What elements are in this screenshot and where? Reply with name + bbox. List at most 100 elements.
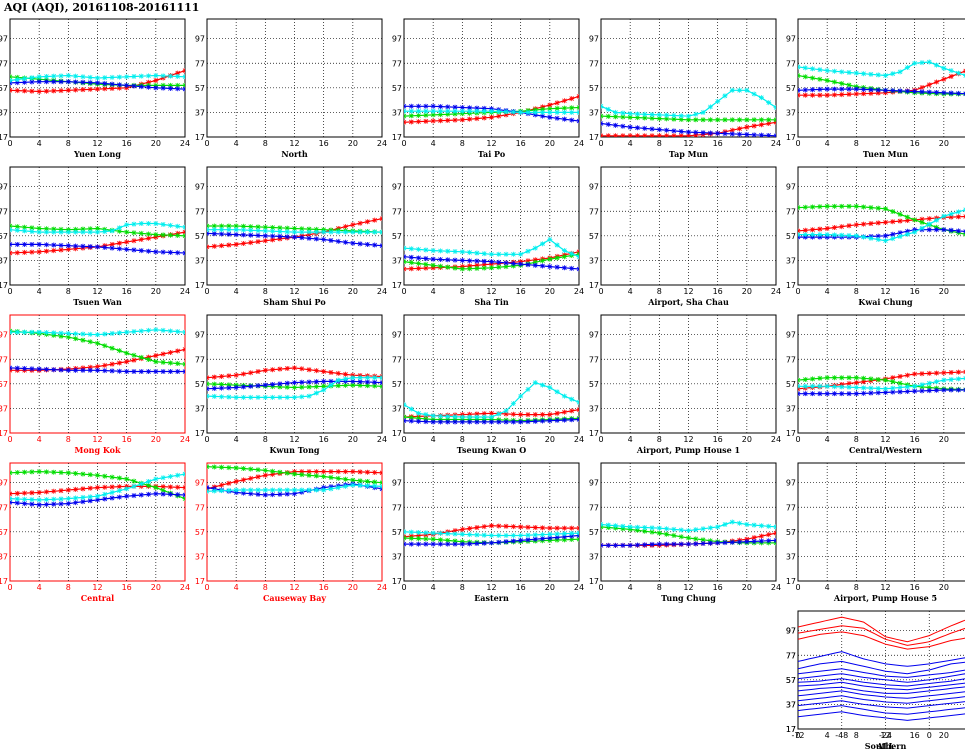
series-point-red	[620, 133, 626, 137]
x-tick-label: 24	[377, 583, 387, 592]
series-point-green	[80, 471, 86, 477]
series-group	[601, 87, 776, 137]
series-point-blue	[503, 539, 509, 545]
series-point-green	[802, 74, 808, 80]
series-point-cyan	[167, 474, 173, 480]
series-point-red	[904, 372, 910, 378]
series-point-blue	[810, 391, 816, 397]
series-point-blue	[153, 369, 159, 375]
series-point-green	[306, 226, 312, 232]
series-point-blue	[715, 130, 721, 136]
series-point-cyan	[437, 108, 443, 114]
series-point-cyan	[36, 329, 42, 335]
series-point-cyan	[817, 67, 823, 73]
x-tick-label: 4	[234, 435, 239, 444]
series-point-red	[73, 87, 79, 93]
series-point-red	[175, 348, 181, 354]
series-point-green	[207, 464, 210, 470]
series-point-blue	[751, 538, 757, 544]
series-point-cyan	[416, 529, 422, 535]
series-point-blue	[547, 535, 553, 541]
panel-frame	[797, 314, 965, 434]
series-point-blue	[561, 417, 567, 423]
series-point-green	[14, 224, 20, 230]
series-point-cyan	[211, 227, 217, 233]
series-point-cyan	[43, 229, 49, 235]
series-point-cyan	[36, 74, 42, 80]
series-point-blue	[29, 501, 35, 507]
series-point-red	[934, 370, 940, 376]
series-point-cyan	[430, 530, 436, 536]
series-point-blue	[459, 419, 465, 425]
series-point-red	[846, 381, 852, 387]
series-point-cyan	[160, 475, 166, 481]
series-point-cyan	[802, 65, 808, 71]
series-point-blue	[839, 391, 845, 397]
series-point-red	[758, 122, 764, 128]
series-point-green	[124, 350, 130, 356]
x-tick-label: 16	[319, 287, 329, 296]
series-point-cyan	[934, 217, 940, 223]
series-point-blue	[601, 120, 604, 126]
y-tick-label: 17	[195, 429, 205, 438]
series-point-green	[226, 465, 232, 471]
x-tick-label: 24	[180, 583, 190, 592]
series-point-blue	[452, 419, 458, 425]
series-point-blue	[934, 89, 940, 95]
series-point-blue	[116, 368, 122, 374]
series-point-red	[861, 379, 867, 385]
series-point-green	[678, 116, 684, 122]
series-point-blue	[649, 541, 655, 547]
y-tick-label: 97	[589, 183, 599, 192]
series-point-red	[343, 224, 349, 230]
series-point-blue	[634, 542, 640, 548]
x-tick-label: 12	[880, 435, 890, 444]
y-tick-label: 57	[392, 528, 402, 537]
series-point-blue	[277, 491, 283, 497]
series-point-red	[729, 127, 735, 133]
series-point-blue	[919, 388, 925, 394]
series-point-cyan	[540, 532, 546, 538]
series-point-blue	[912, 89, 918, 95]
series-point-green	[547, 256, 553, 262]
series-point-red	[496, 113, 502, 119]
x-tick-label: 16	[122, 139, 132, 148]
panel-title: Tai Po	[478, 149, 506, 159]
x-tick-label: 12	[880, 731, 890, 740]
series-point-cyan	[671, 112, 677, 118]
series-point-blue	[729, 131, 735, 137]
series-point-red	[124, 359, 130, 365]
series-point-cyan	[601, 103, 604, 109]
series-point-cyan	[22, 228, 28, 234]
y-tick-label: 37	[786, 256, 796, 265]
series-point-blue	[109, 81, 115, 87]
x-tick-label: 4	[825, 435, 830, 444]
panel-title: Tung Chung	[661, 593, 716, 603]
x-tick-label: 20	[348, 435, 358, 444]
series-point-cyan	[306, 393, 312, 399]
x-tick-label: 0	[598, 583, 603, 592]
series-point-green	[445, 537, 451, 543]
series-point-blue	[306, 235, 312, 241]
series-point-cyan	[255, 228, 261, 234]
series-point-blue	[116, 246, 122, 252]
series-point-green	[43, 226, 49, 232]
series-point-green	[226, 382, 232, 388]
series-line-blue	[798, 651, 965, 667]
x-tick-label: 20	[939, 583, 949, 592]
series-point-cyan	[744, 521, 750, 527]
series-point-red	[182, 485, 185, 491]
series-point-cyan	[766, 100, 772, 106]
y-tick-label: 37	[786, 552, 796, 561]
series-point-cyan	[207, 488, 210, 494]
series-point-green	[904, 214, 910, 220]
series-point-cyan	[634, 524, 640, 530]
series-point-blue	[671, 541, 677, 547]
x-tick-label: 20	[939, 731, 949, 740]
x-tick-label: 4	[825, 139, 830, 148]
series-point-cyan	[248, 487, 254, 493]
series-point-red	[547, 412, 553, 418]
series-point-red	[335, 370, 341, 376]
series-point-green	[554, 255, 560, 261]
